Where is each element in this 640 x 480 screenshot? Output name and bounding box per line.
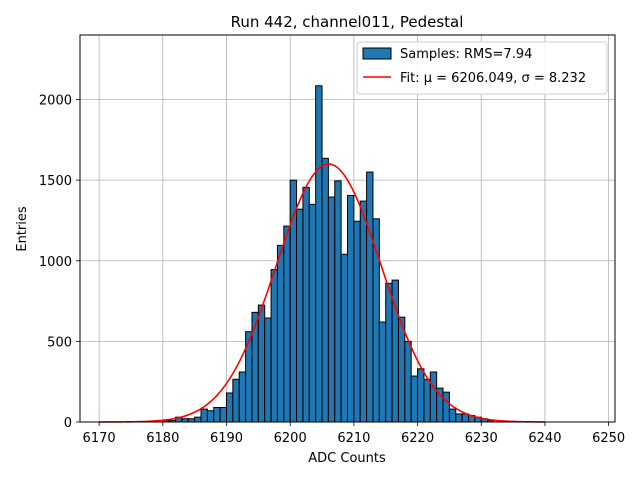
histogram-bar (219, 406, 227, 423)
histogram-bar (302, 186, 310, 423)
y-tick-label: 500 (47, 335, 72, 350)
fit-curve (99, 163, 545, 423)
histogram-bar (359, 200, 368, 423)
histogram-bar (423, 378, 431, 423)
x-tick-label: 6190 (210, 431, 243, 446)
histogram-bar (397, 316, 406, 423)
histogram-bar (225, 392, 234, 423)
histogram-bar (264, 317, 272, 423)
histogram-bar (334, 180, 342, 423)
legend-swatch-samples (362, 47, 392, 60)
histogram-bar (378, 321, 387, 423)
histogram-bar (429, 371, 438, 423)
histogram-bar (404, 340, 412, 423)
plot-frame (79, 34, 616, 423)
histogram-bar (442, 391, 450, 423)
x-tick-label: 6220 (401, 431, 434, 446)
legend-box (356, 41, 608, 95)
y-axis-label: Entries (15, 206, 30, 252)
histogram-bar (200, 408, 208, 423)
y-tick-label: 1500 (39, 174, 72, 189)
histogram-bar (340, 253, 348, 423)
histogram-bar (270, 269, 278, 423)
histogram-bar (385, 282, 393, 423)
histogram-bar (232, 378, 240, 423)
x-tick-label: 6240 (528, 431, 561, 446)
histogram-bar (206, 410, 215, 423)
legend: Samples: RMS=7.94 Fit: μ = 6206.049, σ =… (356, 41, 608, 95)
legend-label-fit: Fit: μ = 6206.049, σ = 8.232 (400, 71, 586, 86)
histogram-bar (347, 194, 355, 423)
histogram-bar (410, 375, 419, 423)
x-tick-label: 6230 (465, 431, 498, 446)
x-tick-label: 6180 (146, 431, 179, 446)
histogram-bar (417, 368, 425, 423)
histogram-bar (238, 371, 247, 423)
legend-label-samples: Samples: RMS=7.94 (400, 47, 532, 62)
x-axis-ticks: 6170 6180 6190 6200 6210 6220 6230 6240 6250 (83, 422, 625, 446)
x-tick-label: 6250 (592, 431, 625, 446)
histogram-bar (321, 157, 329, 423)
x-tick-label: 6170 (83, 431, 116, 446)
y-axis-ticks: 0 500 1000 1500 2000 (39, 94, 80, 431)
histogram-bar (194, 416, 202, 423)
histogram-bar (327, 196, 336, 423)
y-tick-label: 1000 (39, 255, 72, 270)
histogram-bar (461, 413, 470, 423)
histogram-bar (315, 85, 323, 423)
histogram-bar (257, 304, 266, 423)
y-tick-label: 0 (64, 416, 72, 431)
histogram-bar (455, 413, 463, 423)
histogram-bar (366, 171, 374, 423)
histogram-bar (353, 220, 361, 423)
histogram-bar (296, 208, 304, 423)
x-tick-label: 6200 (274, 431, 307, 446)
histogram-bar (308, 203, 317, 423)
histogram-bar (448, 408, 457, 423)
x-axis-label: ADC Counts (308, 451, 386, 466)
x-tick-label: 6210 (337, 431, 370, 446)
chart-title: Run 442, channel011, Pedestal (231, 13, 464, 31)
y-tick-label: 2000 (39, 94, 72, 109)
histogram-bar (276, 244, 285, 423)
histogram-bar (213, 406, 221, 423)
histogram-bar (251, 311, 259, 423)
histogram-bar (283, 225, 291, 423)
